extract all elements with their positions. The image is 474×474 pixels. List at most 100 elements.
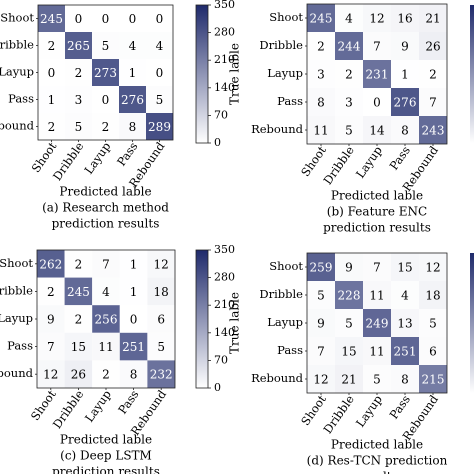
x-tick-label: Layup (81, 139, 113, 176)
cell-value-label: 9 (345, 261, 353, 275)
cell-value-label: 12 (313, 373, 328, 387)
heatmap-cell (307, 337, 335, 365)
x-tick-label: Layup (353, 143, 385, 180)
heatmap-cell (119, 250, 148, 278)
heatmap-cell (335, 88, 363, 116)
colorbar (195, 249, 209, 389)
y-tick-label: Dribble (0, 38, 34, 52)
heatmap-cell (64, 360, 93, 388)
cell-value-label: 8 (130, 368, 138, 382)
colorbar-tick-label: 280 (214, 271, 235, 284)
cell-value-label: 12 (43, 368, 58, 382)
cell-value-label: 7 (47, 340, 55, 354)
heatmap-cell (147, 360, 175, 388)
heatmap-cell (92, 59, 119, 86)
cell-value-label: 14 (369, 124, 385, 138)
cell-value-label: 0 (102, 12, 110, 26)
colorbar-tick-label: 350 (214, 243, 235, 256)
heatmap-cell (391, 4, 419, 32)
cell-value-label: 21 (425, 12, 440, 26)
heatmap-cell (419, 60, 447, 88)
y-tick-label: Shoot (0, 256, 33, 270)
cell-value-label: 262 (39, 257, 62, 271)
heatmap-cell (64, 250, 93, 278)
heatmap-cell (307, 60, 335, 88)
cell-value-label: 1 (129, 66, 137, 80)
heatmap-cell (146, 5, 173, 32)
panel-caption: prediction results (52, 465, 160, 474)
heatmap-cell (363, 253, 391, 281)
cell-value-label: 15 (341, 345, 356, 359)
cell-value-label: 0 (130, 313, 138, 327)
cell-value-label: 2 (102, 368, 110, 382)
y-axis-label: True lable (228, 43, 242, 105)
y-tick-label: Dribble (259, 38, 303, 52)
heatmap-cell (37, 277, 65, 306)
cell-value-label: 276 (394, 96, 417, 110)
heatmap-cell (92, 5, 119, 32)
heatmap-cell (307, 309, 335, 337)
y-tick-label: Layup (267, 315, 303, 329)
x-tick-label: Pass (115, 387, 141, 416)
cell-value-label: 7 (373, 261, 381, 275)
heatmap-cell (64, 305, 93, 333)
heatmap-cell (37, 250, 65, 278)
panel-caption: (c) Deep LSTM (60, 449, 152, 463)
cell-value-label: 5 (102, 39, 110, 53)
colorbar-tick-label: 0 (214, 381, 221, 394)
panel-caption: results (356, 470, 398, 474)
heatmap-cell (38, 113, 65, 140)
panel-caption: (a) Research method (42, 201, 169, 215)
cell-value-label: 273 (94, 66, 117, 80)
cell-value-label: 249 (366, 317, 389, 331)
colorbar-tick-label: 140 (214, 326, 235, 339)
cell-value-label: 4 (156, 39, 164, 53)
heatmap-cell (363, 281, 391, 309)
heatmap-cell (419, 88, 447, 116)
cell-value-label: 15 (71, 340, 86, 354)
y-tick-label: Shoot (0, 11, 34, 25)
cell-value-label: 4 (102, 285, 110, 299)
y-tick-label: Dribble (259, 287, 303, 301)
cell-value-label: 245 (67, 285, 90, 299)
heatmap-cell (363, 32, 391, 60)
cell-value-label: 16 (397, 12, 412, 26)
cell-value-label: 0 (156, 12, 164, 26)
cell-value-label: 215 (422, 373, 445, 387)
colorbar-edge (470, 253, 474, 393)
cell-value-label: 4 (129, 39, 137, 53)
heatmap-cell (146, 86, 173, 113)
cell-value-label: 8 (401, 124, 409, 138)
cell-value-label: 3 (345, 96, 353, 110)
heatmap-cell (307, 253, 335, 281)
heatmap-cell (38, 86, 65, 113)
colorbar-tick-label: 0 (214, 136, 221, 149)
cell-value-label: 1 (130, 285, 138, 299)
cell-value-label: 2 (48, 120, 56, 134)
cell-value-label: 5 (157, 340, 165, 354)
heatmap-cell (119, 360, 148, 388)
heatmap-cell (335, 337, 363, 365)
colorbar-tick-label: 140 (214, 81, 235, 94)
y-tick-label: Rebound (251, 371, 304, 385)
cell-value-label: 2 (47, 285, 55, 299)
colorbar-edge (470, 5, 474, 143)
heatmap-cell (419, 253, 447, 281)
cell-value-label: 245 (40, 12, 63, 26)
colorbar-tick-label: 280 (214, 26, 235, 39)
heatmap-cell (92, 250, 120, 278)
heatmap-cell (119, 5, 146, 32)
x-tick-label: Pass (114, 139, 140, 168)
heatmap-cell (65, 113, 92, 140)
heatmap-cell (147, 332, 175, 361)
heatmap-cell (363, 309, 391, 337)
cell-value-label: 8 (317, 96, 325, 110)
cell-value-label: 251 (122, 340, 145, 354)
heatmap-cell (307, 365, 335, 393)
heatmap-cell (147, 250, 175, 278)
heatmap-cell (92, 305, 120, 333)
cell-value-label: 243 (422, 124, 445, 138)
heatmap-cell (119, 86, 146, 113)
cell-value-label: 0 (102, 93, 110, 107)
